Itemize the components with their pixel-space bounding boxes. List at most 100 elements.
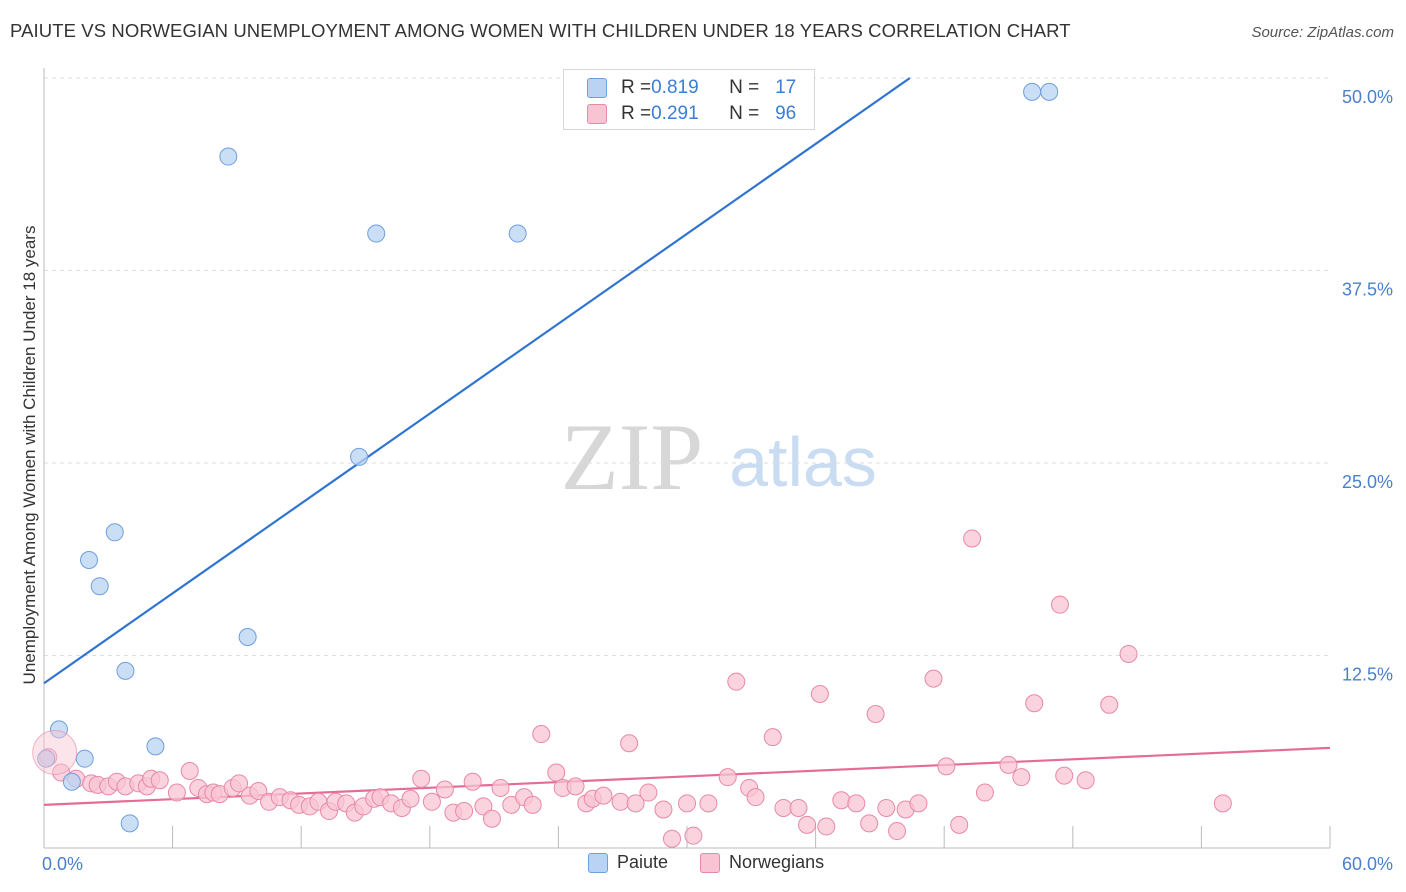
- norwegians-point: [547, 763, 566, 782]
- norwegians-point: [167, 783, 186, 802]
- paiute-point: [508, 224, 527, 243]
- watermark-zip: ZIP: [561, 404, 704, 510]
- x-tick-label: 0.0%: [42, 854, 83, 874]
- paiute-point: [75, 749, 94, 768]
- norwegians-r-value: 0.291: [651, 103, 699, 124]
- tick-labels: 12.5% 25.0% 37.5% 50.0% 0.0% 60.0%: [42, 87, 1393, 874]
- norwegians-point: [975, 783, 994, 802]
- paiute-trend-line: [43, 77, 911, 685]
- data-points: [32, 82, 1232, 848]
- norwegians-point: [727, 672, 746, 691]
- norwegians-point: [412, 769, 431, 788]
- y-tick-label: 50.0%: [1342, 87, 1393, 107]
- norwegians-n-value: 96: [775, 103, 797, 124]
- paiute-point: [120, 814, 139, 833]
- norwegians-point: [1050, 595, 1069, 614]
- norwegians-point: [699, 794, 718, 813]
- norwegians-point: [594, 786, 613, 805]
- paiute-point: [116, 661, 135, 680]
- y-tick-label: 37.5%: [1342, 280, 1393, 300]
- paiute-point: [1023, 82, 1042, 101]
- paiute-point: [146, 737, 165, 756]
- norwegians-point: [798, 815, 817, 834]
- norwegians-point: [1076, 771, 1095, 790]
- series-legend: Paiute Norwegians: [588, 852, 824, 873]
- grid-lines: [44, 77, 1330, 656]
- norwegians-point: [847, 794, 866, 813]
- norwegians-point: [401, 789, 420, 808]
- chart-title: PAIUTE VS NORWEGIAN UNEMPLOYMENT AMONG W…: [10, 20, 1071, 41]
- norwegians-point-large: [32, 730, 78, 776]
- norwegians-n-label: N =: [729, 103, 760, 124]
- norwegians-point: [491, 778, 510, 797]
- paiute-point: [62, 772, 81, 791]
- norwegians-point: [937, 757, 956, 776]
- norwegians-point: [654, 800, 673, 819]
- norwegians-point: [230, 774, 249, 793]
- norwegians-point: [817, 817, 836, 836]
- legend-swatch-paiute: [588, 852, 608, 873]
- norwegians-point: [774, 798, 793, 817]
- paiute-point: [80, 551, 99, 570]
- norwegians-point: [249, 782, 268, 801]
- norwegians-point: [746, 788, 765, 807]
- paiute-point: [50, 720, 69, 739]
- paiute-point: [219, 147, 238, 166]
- norwegians-point: [999, 755, 1018, 774]
- norwegians-point: [866, 705, 885, 724]
- norwegians-point: [963, 529, 982, 548]
- paiute-r-value: 0.819: [651, 77, 699, 98]
- norwegians-point: [1100, 695, 1119, 714]
- source-label: Source: ZipAtlas.com: [1251, 24, 1394, 41]
- x-tick-label: 60.0%: [1342, 854, 1393, 874]
- watermark-atlas: atlas: [729, 423, 877, 501]
- norwegians-point: [924, 669, 943, 688]
- legend-swatch-norwegians: [700, 852, 721, 873]
- norwegians-point: [789, 798, 808, 817]
- legend-item-paiute[interactable]: Paiute: [588, 852, 668, 873]
- legend-label-norwegians: Norwegians: [729, 852, 825, 872]
- paiute-swatch: [587, 78, 607, 98]
- norwegians-point: [435, 780, 454, 799]
- norwegians-point: [523, 795, 542, 814]
- axes: [43, 68, 1331, 849]
- paiute-n-value: 17: [775, 77, 797, 98]
- norwegians-point: [1213, 794, 1232, 813]
- legend-item-norwegians[interactable]: Norwegians: [700, 852, 824, 873]
- y-tick-label: 25.0%: [1342, 472, 1393, 492]
- norwegians-point: [639, 783, 658, 802]
- norwegians-point: [718, 768, 737, 787]
- norwegians-point: [180, 762, 199, 780]
- paiute-r-label: R =: [621, 77, 652, 98]
- norwegians-point: [684, 826, 703, 845]
- paiute-point: [367, 224, 386, 243]
- norwegians-point: [909, 794, 928, 813]
- norwegians-point: [877, 798, 896, 817]
- paiute-point: [90, 577, 109, 596]
- norwegians-point: [888, 822, 907, 841]
- paiute-point: [37, 749, 56, 768]
- norwegians-point: [482, 809, 501, 828]
- norwegians-point: [474, 797, 493, 816]
- legend-label-paiute: Paiute: [617, 852, 669, 872]
- norwegians-point: [422, 792, 441, 811]
- norwegians-point: [150, 771, 169, 790]
- paiute-point: [238, 628, 257, 647]
- norwegians-point: [860, 814, 879, 833]
- norwegians-r-label: R =: [621, 103, 652, 124]
- norwegians-point: [566, 777, 585, 796]
- paiute-point: [350, 447, 369, 466]
- norwegians-point: [832, 791, 851, 810]
- norwegians-point: [611, 792, 630, 811]
- paiute-n-label: N =: [729, 77, 760, 98]
- paiute-point: [1040, 82, 1059, 101]
- norwegians-point: [1012, 768, 1031, 787]
- norwegians-point: [532, 725, 551, 744]
- y-tick-label: 12.5%: [1342, 665, 1393, 685]
- norwegians-point: [950, 815, 969, 834]
- norwegians-point: [620, 734, 639, 753]
- norwegians-swatch: [587, 104, 607, 124]
- norwegians-stat-row: R = 0.291 N = 96: [587, 101, 796, 127]
- correlation-legend-box: R = 0.819 N = 17 R = 0.291 N = 96: [563, 69, 815, 130]
